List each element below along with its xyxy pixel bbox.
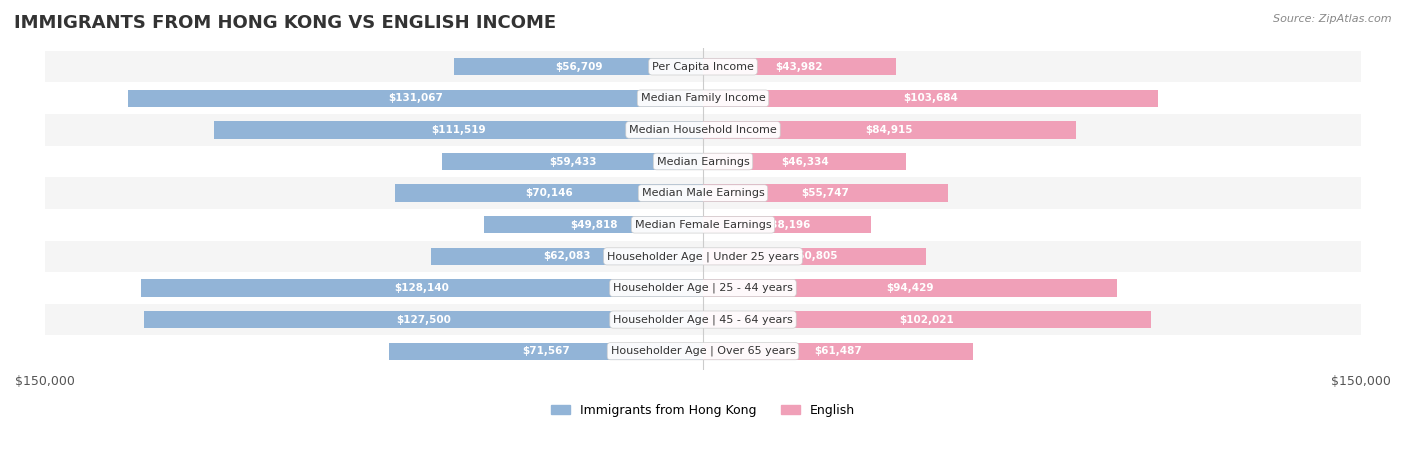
Bar [45, 335, 1361, 367]
Bar [703, 121, 1076, 139]
Text: Householder Age | 45 - 64 years: Householder Age | 45 - 64 years [613, 314, 793, 325]
Bar [703, 90, 1159, 107]
Text: $43,982: $43,982 [776, 62, 824, 71]
Bar [141, 279, 703, 297]
Bar [485, 216, 703, 234]
Bar [454, 58, 703, 75]
Text: $61,487: $61,487 [814, 346, 862, 356]
Text: $70,146: $70,146 [526, 188, 574, 198]
Text: Householder Age | Under 25 years: Householder Age | Under 25 years [607, 251, 799, 262]
Text: $56,709: $56,709 [555, 62, 602, 71]
Text: Median Male Earnings: Median Male Earnings [641, 188, 765, 198]
Bar [703, 216, 870, 234]
Bar [143, 311, 703, 328]
Bar [703, 58, 896, 75]
Text: $131,067: $131,067 [388, 93, 443, 103]
Bar [389, 342, 703, 360]
Text: $71,567: $71,567 [522, 346, 569, 356]
Text: $127,500: $127,500 [396, 315, 451, 325]
Text: IMMIGRANTS FROM HONG KONG VS ENGLISH INCOME: IMMIGRANTS FROM HONG KONG VS ENGLISH INC… [14, 14, 557, 32]
Bar [45, 272, 1361, 304]
Bar [703, 153, 907, 170]
Text: $128,140: $128,140 [395, 283, 450, 293]
Text: $111,519: $111,519 [432, 125, 485, 135]
Bar [45, 146, 1361, 177]
Bar [430, 248, 703, 265]
Bar [395, 184, 703, 202]
Bar [128, 90, 703, 107]
Bar [703, 184, 948, 202]
Text: Median Family Income: Median Family Income [641, 93, 765, 103]
Text: Householder Age | 25 - 44 years: Householder Age | 25 - 44 years [613, 283, 793, 293]
Text: $38,196: $38,196 [763, 220, 810, 230]
Bar [703, 311, 1150, 328]
Text: Source: ZipAtlas.com: Source: ZipAtlas.com [1274, 14, 1392, 24]
Bar [45, 209, 1361, 241]
Text: $94,429: $94,429 [886, 283, 934, 293]
Text: $49,818: $49,818 [569, 220, 617, 230]
Text: Per Capita Income: Per Capita Income [652, 62, 754, 71]
Text: $46,334: $46,334 [780, 156, 828, 167]
Text: $50,805: $50,805 [790, 251, 838, 262]
Text: Median Household Income: Median Household Income [628, 125, 778, 135]
Bar [45, 241, 1361, 272]
Bar [214, 121, 703, 139]
Text: $102,021: $102,021 [900, 315, 955, 325]
Bar [45, 177, 1361, 209]
Text: $84,915: $84,915 [866, 125, 912, 135]
Bar [703, 248, 927, 265]
Text: $55,747: $55,747 [801, 188, 849, 198]
Bar [443, 153, 703, 170]
Bar [45, 304, 1361, 335]
Text: $59,433: $59,433 [548, 156, 596, 167]
Bar [703, 279, 1118, 297]
Bar [45, 51, 1361, 83]
Bar [45, 83, 1361, 114]
Text: $62,083: $62,083 [543, 251, 591, 262]
Legend: Immigrants from Hong Kong, English: Immigrants from Hong Kong, English [546, 399, 860, 422]
Bar [703, 342, 973, 360]
Text: Householder Age | Over 65 years: Householder Age | Over 65 years [610, 346, 796, 356]
Text: Median Earnings: Median Earnings [657, 156, 749, 167]
Text: $103,684: $103,684 [903, 93, 957, 103]
Text: Median Female Earnings: Median Female Earnings [634, 220, 772, 230]
Bar [45, 114, 1361, 146]
